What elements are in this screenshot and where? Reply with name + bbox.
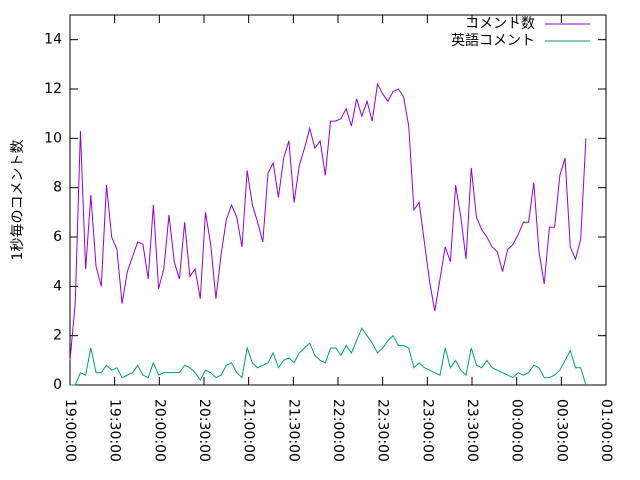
- series-line: [69, 82, 587, 361]
- y-tick-label: 8: [53, 180, 62, 196]
- x-tick-label: 21:00:00: [241, 399, 257, 462]
- x-tick-label: 01:00:00: [598, 399, 614, 462]
- x-tick-label: 22:00:00: [330, 399, 346, 462]
- y-tick-label: 12: [44, 81, 62, 97]
- y-axis-label: 1秒毎のコメント数: [10, 140, 26, 261]
- x-tick-label: 23:30:00: [464, 399, 480, 462]
- x-tick-label: 22:30:00: [375, 399, 391, 462]
- y-tick-label: 10: [44, 130, 62, 146]
- x-tick-label: 19:00:00: [62, 399, 78, 462]
- legend-label: コメント数: [465, 16, 535, 32]
- y-tick-label: 0: [53, 377, 62, 393]
- y-tick-label: 2: [53, 328, 62, 344]
- legend-label: 英語コメント: [451, 32, 535, 49]
- x-tick-label: 00:30:00: [553, 399, 569, 462]
- x-tick-label: 00:00:00: [509, 399, 525, 462]
- y-tick-label: 14: [44, 32, 62, 48]
- series-line: [70, 327, 587, 386]
- x-tick-label: 21:30:00: [285, 399, 301, 462]
- y-tick-label: 4: [53, 278, 62, 294]
- plot-frame: [69, 14, 607, 386]
- y-tick-label: 6: [53, 229, 62, 245]
- x-tick-label: 23:00:00: [419, 399, 435, 462]
- x-tick-label: 20:30:00: [196, 399, 212, 462]
- x-tick-label: 19:30:00: [107, 399, 123, 462]
- x-tick-label: 20:00:00: [151, 399, 167, 462]
